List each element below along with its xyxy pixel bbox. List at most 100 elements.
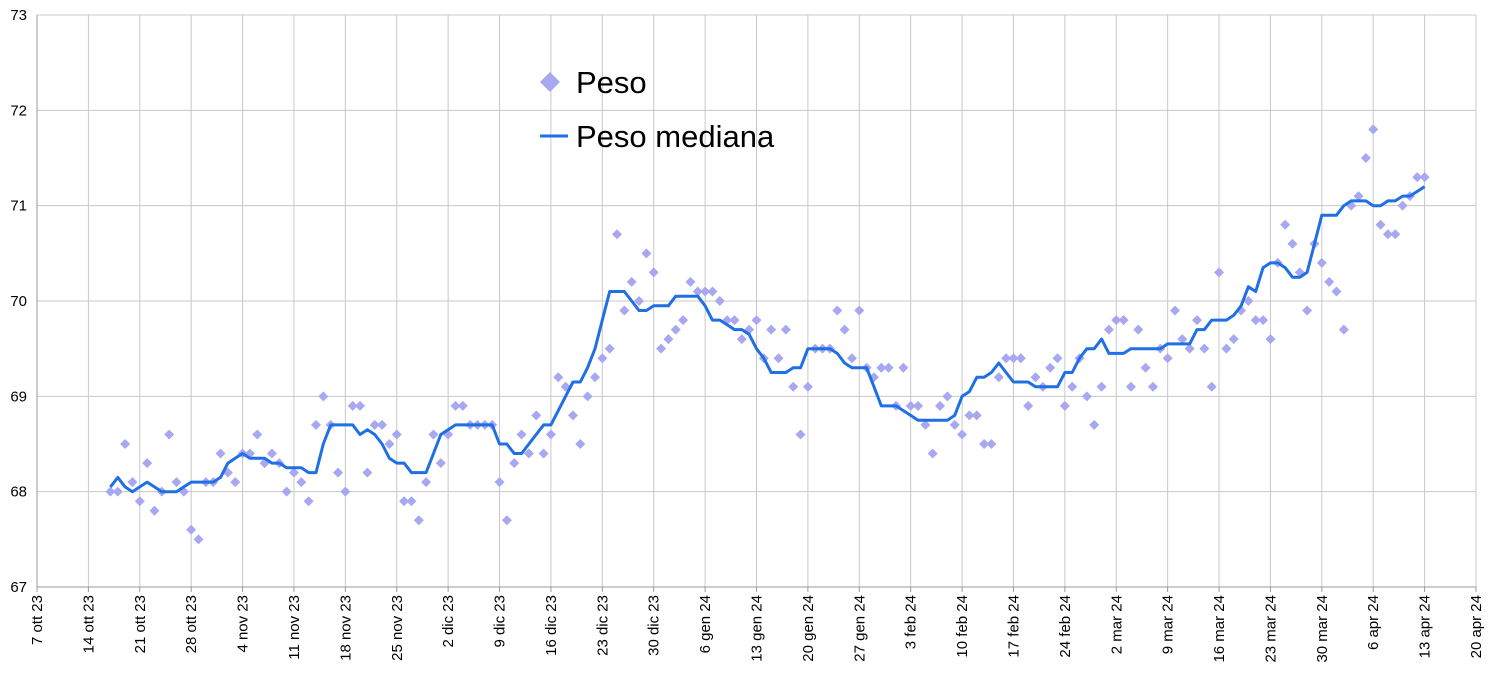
x-tick-label: 2 dic 23 <box>440 595 457 648</box>
point <box>1316 257 1327 268</box>
point <box>1067 381 1078 392</box>
x-tick-label: 30 dic 23 <box>646 595 663 656</box>
point <box>1103 324 1114 335</box>
point <box>1184 343 1195 354</box>
point <box>957 429 968 440</box>
legend-marker <box>540 72 560 92</box>
point <box>729 315 740 326</box>
x-tick-label: 4 nov 23 <box>235 595 252 653</box>
point <box>1177 334 1188 345</box>
point <box>1008 353 1019 364</box>
x-tick-label: 16 mar 24 <box>1211 595 1228 663</box>
point <box>1353 191 1364 202</box>
point <box>1045 362 1056 373</box>
point <box>362 467 373 478</box>
point <box>780 324 791 335</box>
point <box>1162 353 1173 364</box>
x-tick-label: 6 gen 24 <box>697 595 714 653</box>
point <box>1360 153 1371 163</box>
point <box>714 296 725 306</box>
point <box>1133 324 1144 335</box>
point <box>1375 219 1386 230</box>
point <box>604 343 615 354</box>
point <box>377 419 388 430</box>
x-tick-label: 14 ott 23 <box>80 595 97 653</box>
x-tick-label: 13 apr 24 <box>1417 595 1434 658</box>
point <box>656 343 667 354</box>
point <box>406 496 417 507</box>
x-tick-label: 28 ott 23 <box>183 595 200 653</box>
x-tick-label: 25 nov 23 <box>389 595 406 661</box>
point <box>523 448 534 459</box>
point <box>751 315 762 326</box>
x-tick-label: 23 dic 23 <box>594 595 611 656</box>
point <box>531 410 542 421</box>
point <box>913 400 924 411</box>
point <box>626 276 637 287</box>
point <box>678 315 689 326</box>
x-tick-label: 21 ott 23 <box>132 595 149 653</box>
x-tick-label: 11 nov 23 <box>286 595 303 660</box>
x-tick-label: 17 feb 24 <box>1005 595 1022 658</box>
point <box>802 381 813 392</box>
point <box>898 362 909 373</box>
point <box>1118 315 1129 326</box>
point <box>1390 229 1401 240</box>
point <box>949 419 960 430</box>
point <box>369 419 380 430</box>
point <box>986 439 997 449</box>
point <box>1382 229 1393 240</box>
point <box>567 410 578 421</box>
point <box>773 353 784 364</box>
point <box>935 400 946 411</box>
x-tick-label: 7 ott 23 <box>29 595 46 645</box>
point <box>333 467 344 478</box>
point <box>399 496 410 507</box>
x-tick-label: 9 dic 23 <box>492 595 509 648</box>
point <box>575 439 586 449</box>
point <box>964 410 975 421</box>
x-tick-label: 16 dic 23 <box>543 595 560 656</box>
point <box>509 458 520 469</box>
point <box>692 286 703 297</box>
point <box>266 448 277 459</box>
point <box>450 400 461 411</box>
point <box>670 324 681 335</box>
point <box>553 372 564 383</box>
point <box>1015 353 1026 364</box>
point <box>149 505 160 516</box>
point <box>303 496 314 507</box>
point <box>281 486 292 497</box>
point <box>582 391 593 402</box>
point <box>340 486 351 497</box>
point <box>288 467 299 478</box>
point <box>971 410 982 421</box>
x-tick-label: 20 apr 24 <box>1468 595 1485 658</box>
legend-label: Peso mediana <box>576 119 775 154</box>
point <box>597 353 608 364</box>
point <box>127 477 138 488</box>
x-tick-label: 18 nov 23 <box>337 595 354 661</box>
point <box>538 448 549 459</box>
point <box>105 486 116 497</box>
point <box>355 400 366 411</box>
point <box>846 353 857 364</box>
point <box>979 439 990 449</box>
point <box>707 286 718 297</box>
point <box>1059 400 1070 411</box>
point <box>120 439 131 449</box>
point <box>421 477 432 488</box>
point <box>634 296 645 306</box>
x-tick-label: 6 apr 24 <box>1365 595 1382 650</box>
point <box>171 477 182 488</box>
point <box>1081 391 1092 402</box>
point <box>428 429 439 440</box>
point <box>1302 305 1313 316</box>
point <box>832 305 843 316</box>
x-tick-label: 9 mar 24 <box>1160 595 1177 654</box>
point <box>112 486 123 497</box>
x-tick-label: 3 feb 24 <box>903 595 920 649</box>
point <box>641 248 652 259</box>
point <box>1412 172 1423 183</box>
point <box>1258 315 1269 326</box>
